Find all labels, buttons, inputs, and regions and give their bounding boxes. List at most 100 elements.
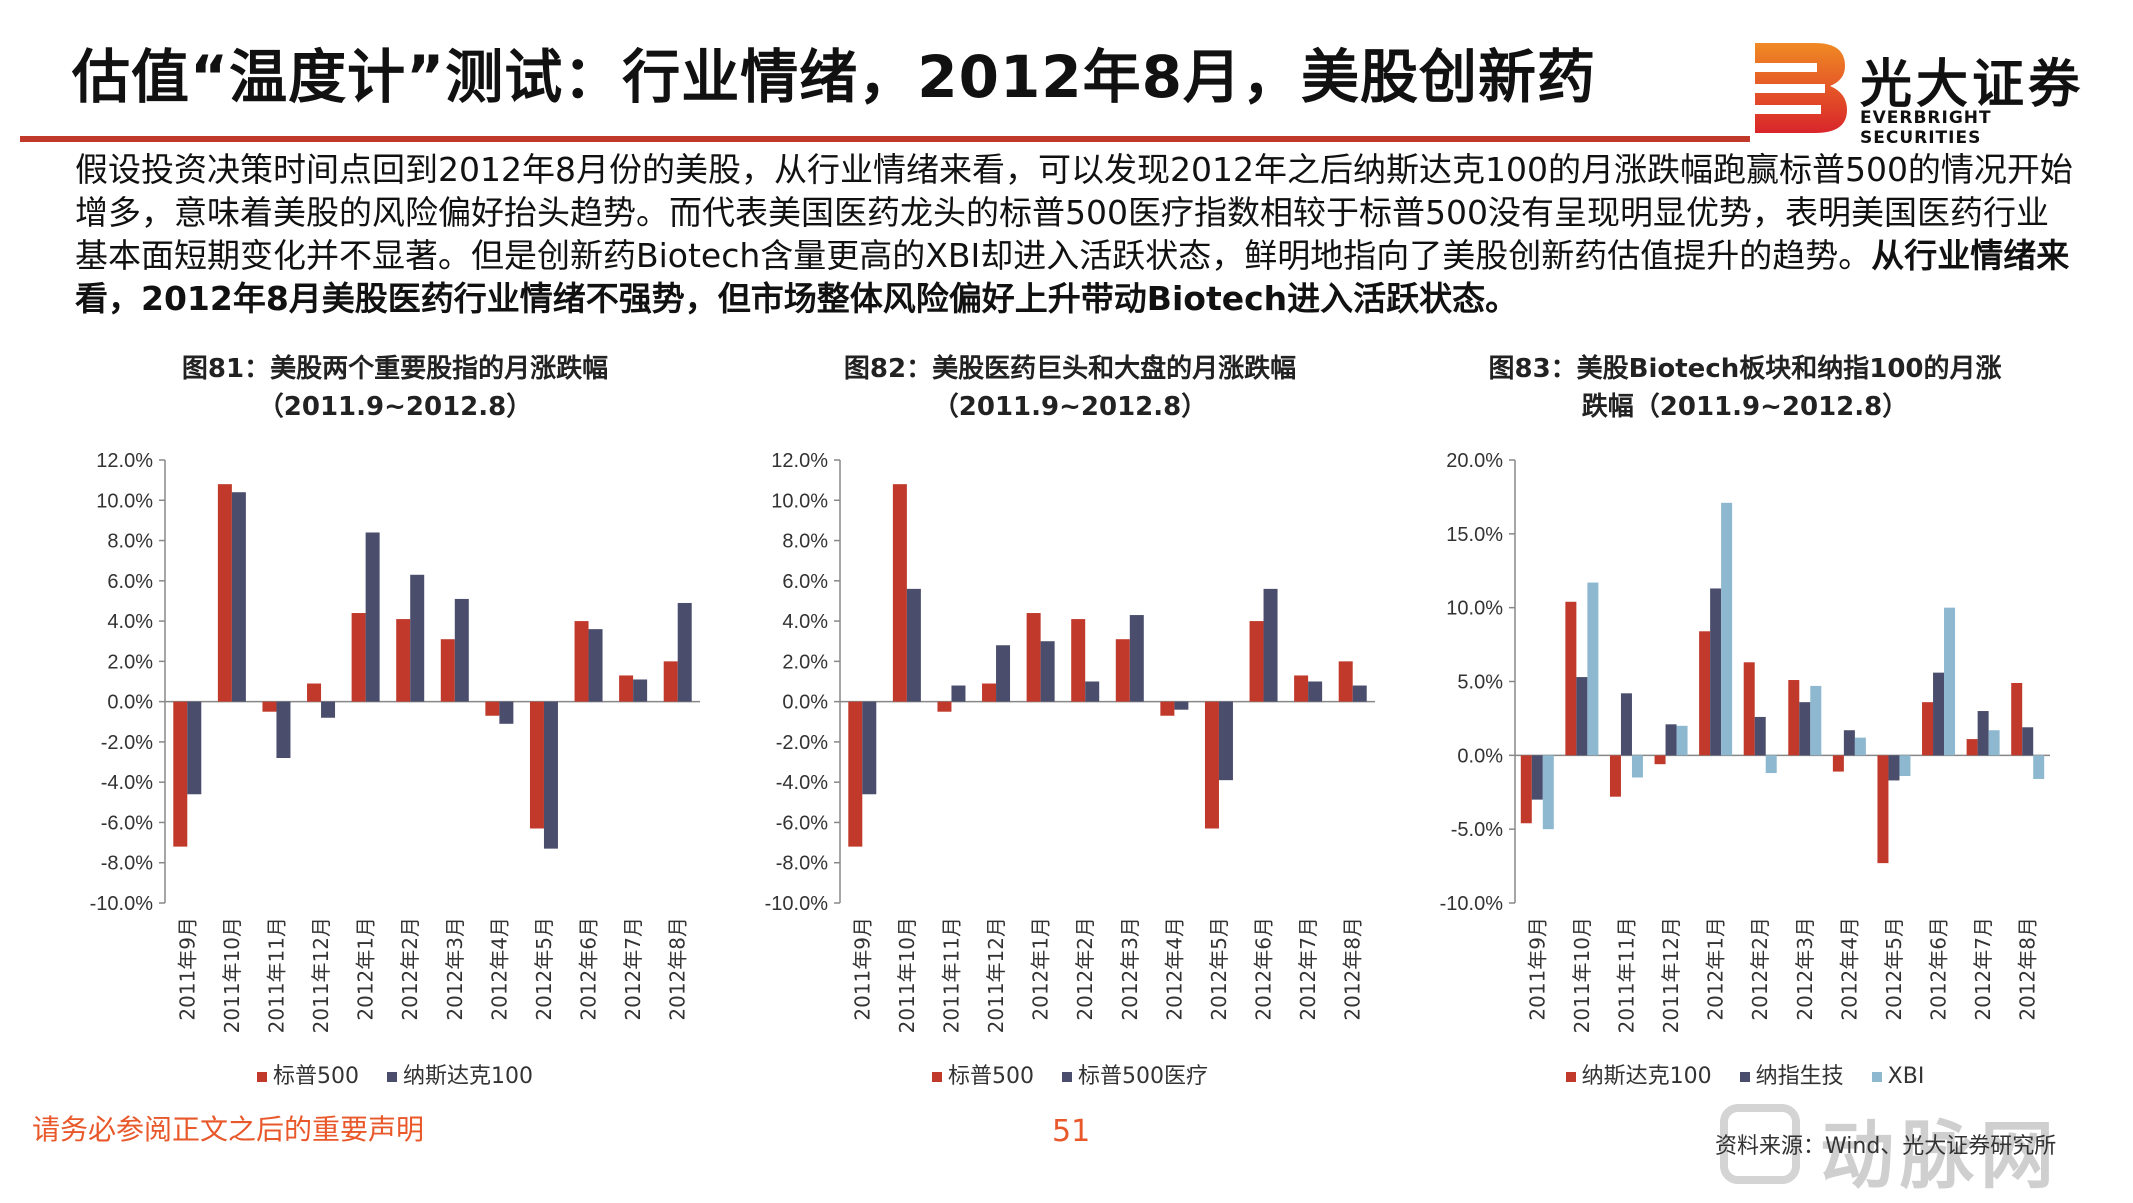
y-tick-label: 10.0% xyxy=(96,490,153,512)
chart-legend: 纳斯达克100 纳指生技 XBI xyxy=(1405,1058,2085,1090)
bar-2-12 xyxy=(1352,685,1367,702)
bar-3-5 xyxy=(1721,502,1733,756)
chart-title-line2: （2011.9~2012.8） xyxy=(932,392,1208,422)
bar-3-4 xyxy=(1676,725,1688,756)
x-tick-label: 2012年8月 xyxy=(2016,917,2040,1021)
company-logo: 光大证券 EVERBRIGHT SECURITIES xyxy=(1750,38,2100,148)
x-tick-label: 2011年10月 xyxy=(895,917,919,1033)
x-tick-label: 2011年12月 xyxy=(309,917,333,1033)
x-tick-label: 2012年6月 xyxy=(577,917,601,1021)
y-tick-label: -6.0% xyxy=(101,812,153,834)
y-tick-label: 10.0% xyxy=(1446,598,1503,620)
bar-1-5 xyxy=(1026,613,1041,702)
bar-2-1 xyxy=(862,701,877,795)
chart-title-line1: 图83：美股Biotech板块和纳指100的月涨 xyxy=(1488,354,2002,384)
legend-swatch xyxy=(1871,1072,1882,1082)
bar-1-1 xyxy=(1520,755,1532,824)
chart-title-line1: 图81：美股两个重要股指的月涨跌幅 xyxy=(181,354,609,384)
bar-1-7 xyxy=(440,639,455,702)
bar-1-6 xyxy=(396,619,411,702)
y-tick-label: 20.0% xyxy=(1446,450,1503,472)
x-tick-label: 2011年10月 xyxy=(220,917,244,1033)
bar-1-10 xyxy=(1249,621,1264,702)
bar-2-10 xyxy=(1933,672,1945,756)
legend-swatch xyxy=(932,1072,942,1082)
x-tick-label: 2012年3月 xyxy=(443,917,467,1021)
data-source: 资料来源：Wind、光大证券研究所 xyxy=(1715,1134,2057,1159)
legend-item: 纳斯达克100 xyxy=(387,1058,533,1090)
bar-2-6 xyxy=(1754,716,1766,756)
chart-82: 图82：美股医药巨头和大盘的月涨跌幅 （2011.9~2012.8） -10.0… xyxy=(730,350,1410,1090)
watermark-logo-icon xyxy=(1720,1104,1800,1184)
bar-2-1 xyxy=(187,701,202,795)
intro-bold-conclusion: 从行业情绪来看，2012年8月美股医药行业情绪不强势，但市场整体风险偏好上升带动… xyxy=(75,236,2070,318)
bar-2-1 xyxy=(1531,755,1543,800)
y-tick-label: 2.0% xyxy=(782,651,828,673)
chart-81: 图81：美股两个重要股指的月涨跌幅 （2011.9~2012.8） -10.0%… xyxy=(55,350,735,1090)
bar-1-12 xyxy=(1338,661,1353,702)
y-tick-label: -2.0% xyxy=(776,732,828,754)
everbright-logo-icon xyxy=(1755,43,1847,133)
legend-item: XBI xyxy=(1871,1064,1924,1089)
bar-3-6 xyxy=(1765,755,1777,774)
bar-1-6 xyxy=(1071,619,1086,702)
y-tick-label: 8.0% xyxy=(782,531,828,553)
y-tick-label: 12.0% xyxy=(771,450,828,472)
legend-swatch xyxy=(257,1072,267,1082)
y-tick-label: -8.0% xyxy=(776,853,828,875)
chart-legend: 标普500 标普500医疗 xyxy=(730,1058,1410,1090)
legend-swatch xyxy=(387,1072,397,1082)
bar-2-8 xyxy=(1174,701,1189,710)
x-tick-label: 2012年1月 xyxy=(354,917,378,1021)
bar-1-4 xyxy=(1654,755,1666,765)
chart-83: 图83：美股Biotech板块和纳指100的月涨 跌幅（2011.9~2012.… xyxy=(1405,350,2085,1090)
bar-1-11 xyxy=(1966,739,1978,756)
bar-2-9 xyxy=(543,701,558,849)
bar-2-5 xyxy=(365,532,380,702)
bar-2-7 xyxy=(1129,615,1144,702)
bar-2-11 xyxy=(1977,711,1989,756)
disclaimer-link[interactable]: 请务必参阅正文之后的重要声明 xyxy=(32,1113,425,1146)
x-tick-label: 2011年12月 xyxy=(984,917,1008,1033)
y-tick-label: -10.0% xyxy=(90,893,154,915)
bar-2-2 xyxy=(1576,677,1588,756)
bar-1-1 xyxy=(848,701,863,847)
logo-chinese-name: 光大证券 xyxy=(1860,55,2085,115)
y-tick-label: 0.0% xyxy=(107,692,153,714)
x-tick-label: 2012年1月 xyxy=(1029,917,1053,1021)
x-tick-label: 2011年9月 xyxy=(1525,917,1549,1021)
legend-item: 标普500医疗 xyxy=(1062,1058,1208,1090)
bar-2-9 xyxy=(1218,701,1233,781)
y-tick-label: 5.0% xyxy=(1457,672,1503,694)
x-tick-label: 2012年2月 xyxy=(1748,917,1772,1021)
chart-legend: 标普500 纳斯达克100 xyxy=(55,1058,735,1090)
x-tick-label: 2012年6月 xyxy=(1927,917,1951,1021)
bar-2-6 xyxy=(1085,681,1100,702)
bar-2-7 xyxy=(1799,702,1811,756)
bar-3-9 xyxy=(1899,755,1911,777)
bar-1-12 xyxy=(2011,682,2023,756)
legend-item: 纳斯达克100 xyxy=(1565,1058,1712,1090)
x-tick-label: 2012年4月 xyxy=(1837,917,1861,1021)
bar-3-10 xyxy=(1944,607,1956,756)
y-tick-label: -4.0% xyxy=(101,772,153,794)
bar-3-2 xyxy=(1587,582,1599,756)
bar-1-2 xyxy=(217,484,232,702)
bar-1-5 xyxy=(351,613,366,702)
watermark-text: 动脉网 xyxy=(1820,1113,2060,1199)
x-tick-label: 2012年2月 xyxy=(398,917,422,1021)
legend-label: 标普500 xyxy=(948,1064,1034,1089)
legend-swatch xyxy=(1739,1072,1750,1082)
legend-label: 纳指生技 xyxy=(1755,1064,1844,1089)
bar-2-8 xyxy=(1843,730,1855,756)
bar-2-12 xyxy=(2022,727,2034,756)
y-tick-label: -5.0% xyxy=(1451,819,1503,841)
bar-2-4 xyxy=(1665,724,1677,756)
y-tick-label: -2.0% xyxy=(101,732,153,754)
y-tick-label: 0.0% xyxy=(1457,745,1503,767)
chart-title: 图81：美股两个重要股指的月涨跌幅 （2011.9~2012.8） xyxy=(55,350,735,426)
page-number: 51 xyxy=(1052,1114,1091,1149)
bar-1-9 xyxy=(1877,755,1889,864)
bar-3-8 xyxy=(1854,737,1866,756)
bar-1-11 xyxy=(619,675,634,702)
